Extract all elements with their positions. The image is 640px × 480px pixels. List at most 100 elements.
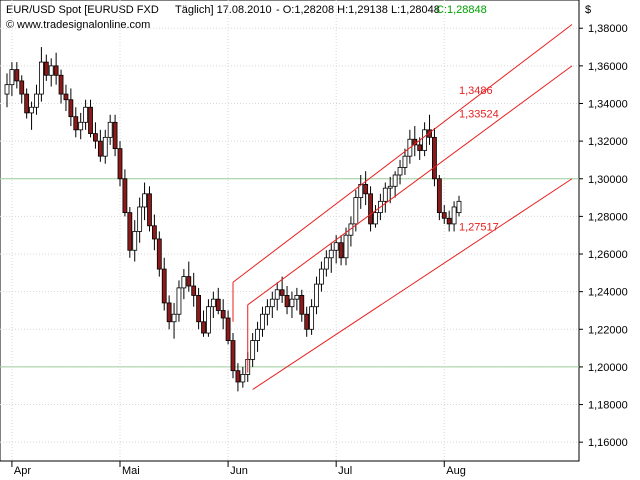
- candle: [29, 101, 34, 130]
- candle: [107, 114, 113, 145]
- candle: [102, 129, 108, 164]
- candle: [432, 127, 437, 187]
- candle: [78, 112, 84, 140]
- candles-layer: [4, 47, 462, 392]
- candle: [112, 114, 118, 157]
- ohlc-text: - O:1,28208 H:1,29138 L:1,28048: [276, 4, 440, 16]
- candle-body: [328, 249, 334, 259]
- candle: [19, 75, 25, 104]
- candle: [363, 171, 369, 206]
- candle-body: [441, 212, 447, 219]
- candle: [348, 216, 354, 247]
- candle-body: [147, 193, 152, 227]
- candle: [176, 280, 182, 322]
- candle-body: [427, 129, 432, 138]
- candle-body: [29, 106, 34, 114]
- candle: [353, 190, 359, 232]
- candle-body: [264, 306, 270, 315]
- candle-body: [446, 217, 452, 225]
- candle-body: [338, 242, 344, 259]
- candle-body: [373, 212, 378, 225]
- candle: [279, 276, 285, 303]
- candle: [436, 174, 442, 221]
- candle: [402, 148, 408, 175]
- candle-body: [196, 295, 202, 323]
- plot-frame: [0, 0, 580, 462]
- candle-body: [348, 223, 354, 236]
- symbol-text: EUR/USD Spot [EURUSD FXD: [6, 4, 159, 16]
- candle: [387, 176, 393, 204]
- candle: [412, 126, 418, 157]
- candle-body: [156, 238, 162, 270]
- candle: [225, 310, 231, 345]
- candle-body: [235, 370, 241, 383]
- candle-body: [171, 313, 177, 323]
- candle-body: [83, 106, 89, 123]
- candle: [93, 122, 98, 149]
- candle-body: [58, 74, 64, 95]
- candle-body: [250, 340, 256, 360]
- candle: [392, 171, 398, 198]
- candle-body: [48, 65, 54, 76]
- y-tick-label: 1,38000: [588, 23, 628, 35]
- candle: [417, 137, 423, 160]
- candle: [220, 299, 226, 330]
- candle-body: [73, 116, 79, 131]
- channel-line-label: 1,3486: [459, 85, 493, 97]
- candle-body: [436, 178, 442, 214]
- candle: [446, 210, 452, 232]
- candle: [289, 291, 295, 318]
- candle-body: [19, 80, 25, 95]
- y-tick-label: 1,18000: [588, 400, 628, 412]
- y-axis: 1,16000 1,18000 1,20000 1,22000 1,24000 1,260…: [579, 23, 628, 449]
- candle-body: [14, 69, 20, 82]
- candle-body: [368, 193, 373, 225]
- y-tick-label: 1,24000: [588, 287, 628, 299]
- candle-body: [363, 183, 369, 195]
- candle-body: [161, 268, 167, 304]
- channel-line-label: 1,33524: [459, 109, 499, 121]
- candle-body: [260, 313, 265, 330]
- grid-layer: [0, 0, 579, 461]
- candle-body: [314, 283, 319, 308]
- candle: [156, 231, 162, 277]
- candle-body: [186, 276, 192, 287]
- candle-body: [309, 306, 315, 330]
- candle-body: [358, 183, 364, 198]
- channel-lines-layer: 1,3486 1,33524 1,27517: [232, 24, 573, 390]
- candle-body: [210, 298, 216, 308]
- candle-body: [240, 374, 246, 383]
- candle-body: [142, 193, 147, 208]
- candle: [83, 99, 89, 130]
- candle: [215, 287, 221, 315]
- candle: [338, 235, 344, 266]
- close-text: C:1,28848: [436, 4, 487, 16]
- candle: [191, 272, 197, 307]
- y-tick-label: 1,26000: [588, 249, 628, 261]
- candle-body: [122, 178, 128, 214]
- candle: [240, 366, 246, 388]
- y-tick-label: 1,28000: [588, 211, 628, 223]
- candle: [309, 299, 315, 335]
- candle: [250, 333, 256, 367]
- channel-line: [252, 178, 573, 390]
- candle-body: [299, 295, 305, 315]
- candle: [186, 261, 192, 292]
- candle: [255, 321, 260, 352]
- candle-body: [88, 106, 93, 134]
- candle: [210, 291, 216, 318]
- candle: [73, 107, 79, 138]
- candle-body: [353, 197, 359, 225]
- currency-symbol: $: [585, 4, 591, 16]
- candle: [48, 58, 54, 87]
- candle-body: [53, 65, 59, 76]
- candle-body: [284, 295, 290, 308]
- candle-body: [422, 129, 428, 151]
- candle: [456, 195, 462, 217]
- candle: [132, 220, 138, 262]
- candle-body: [4, 84, 10, 95]
- candle: [299, 289, 305, 322]
- candle: [368, 186, 373, 232]
- y-tick-label: 1,20000: [588, 362, 628, 374]
- candle: [151, 214, 157, 251]
